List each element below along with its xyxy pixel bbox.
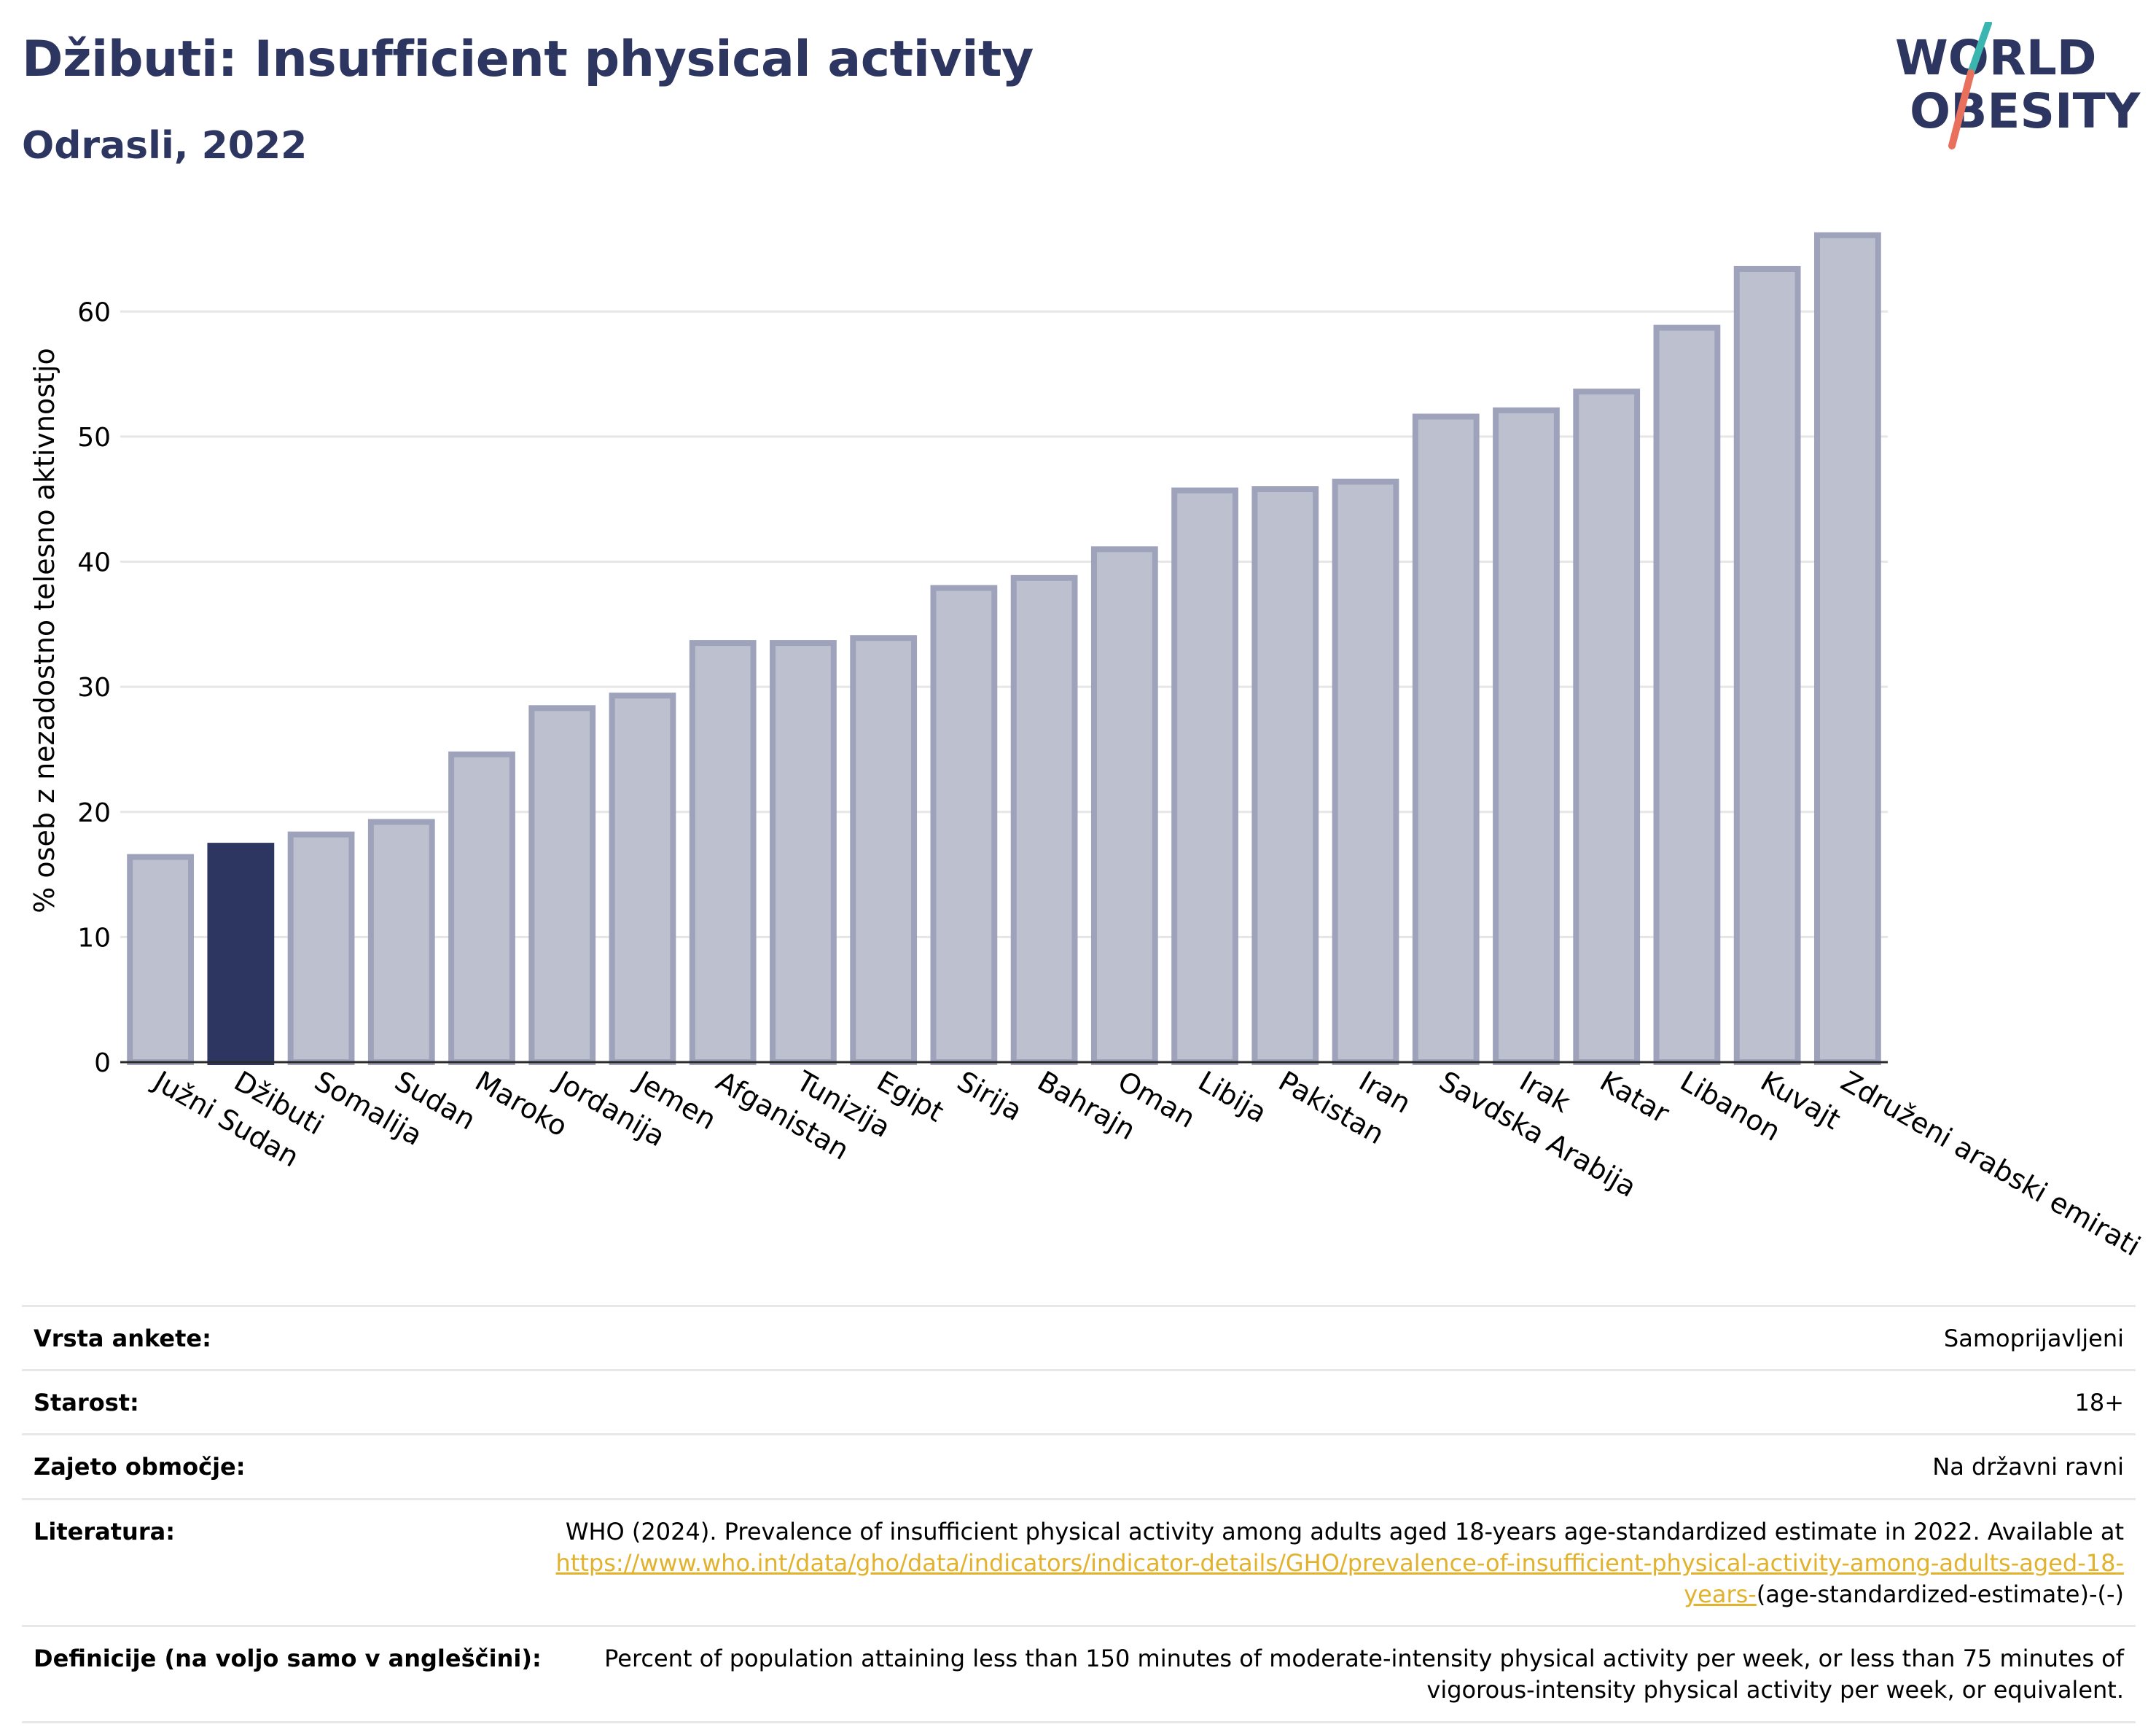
meta-row-definition: Definicije (na voljo samo v angleščini):… xyxy=(22,1625,2136,1723)
bar xyxy=(1573,389,1641,1065)
meta-value: 18+ xyxy=(2074,1389,2124,1417)
bar xyxy=(1171,487,1238,1065)
x-tick-label: Sirija xyxy=(952,1065,1028,1127)
bar xyxy=(1814,232,1881,1066)
y-tick-label: 60 xyxy=(77,297,111,327)
y-tick-label: 0 xyxy=(94,1048,111,1078)
bar xyxy=(1010,574,1078,1065)
bars xyxy=(127,232,1881,1066)
x-axis-tick-labels: Južni SudanDžibutiSomalijaSudanMarokoJor… xyxy=(147,1064,2146,1263)
logo-word-obesity: OBESITY xyxy=(1910,83,2141,139)
x-tick-label: Maroko xyxy=(470,1065,574,1143)
bar xyxy=(367,819,435,1066)
meta-value: Samoprijavljeni xyxy=(1943,1325,2124,1352)
logo-word-world: WORLD xyxy=(1895,30,2097,86)
y-tick-label: 10 xyxy=(77,923,111,953)
bar xyxy=(930,585,998,1065)
y-axis-title: % oseb z nezadostno telesno aktivnostjo xyxy=(28,348,60,913)
meta-value: Percent of population attaining less tha… xyxy=(604,1645,2124,1704)
meta-row-reference: Literatura: WHO (2024). Prevalence of in… xyxy=(22,1497,2136,1626)
world-obesity-logo: WORLD OBESITY xyxy=(1895,22,2141,149)
bar xyxy=(1412,413,1480,1065)
y-tick-label: 50 xyxy=(77,423,111,453)
meta-label: Zajeto območje: xyxy=(34,1453,246,1481)
y-tick-label: 30 xyxy=(77,673,111,703)
meta-row-survey-type: Vrsta ankete: Samoprijavljeni xyxy=(22,1305,2136,1369)
y-tick-label: 20 xyxy=(77,798,111,828)
meta-label: Starost: xyxy=(34,1389,139,1417)
bar xyxy=(287,831,355,1065)
y-axis-ticks: 0 10 20 30 40 50 60 xyxy=(77,297,111,1078)
metadata-table: Vrsta ankete: Samoprijavljeni Starost: 1… xyxy=(22,1305,2136,1723)
meta-label: Vrsta ankete: xyxy=(34,1325,211,1352)
bar xyxy=(528,705,596,1066)
bar xyxy=(689,640,757,1065)
meta-label: Definicije (na voljo samo v angleščini): xyxy=(34,1645,542,1673)
meta-row-coverage: Zajeto območje: Na državni ravni xyxy=(22,1433,2136,1497)
bar xyxy=(448,751,515,1065)
bar xyxy=(1653,324,1721,1065)
y-tick-label: 40 xyxy=(77,548,111,578)
x-tick-label: Združeni arabski emirati xyxy=(1835,1065,2146,1263)
bar xyxy=(770,640,837,1065)
logo-slash-bottom xyxy=(1948,69,1975,149)
meta-label: Literatura: xyxy=(34,1517,175,1545)
bar xyxy=(1251,486,1319,1065)
x-tick-label: Libija xyxy=(1193,1065,1273,1129)
bar xyxy=(609,693,676,1065)
chart-subtitle: Odrasli, 2022 xyxy=(22,124,308,168)
x-tick-label: Katar xyxy=(1595,1065,1675,1130)
meta-value: Na državni ravni xyxy=(1932,1453,2124,1481)
bar xyxy=(1733,265,1801,1066)
bar-chart: 0 10 20 30 40 50 60 Južni SudanDžibutiSomalija… xyxy=(28,232,2146,1263)
reference-suffix: (age-standardized-estimate)-(-) xyxy=(1756,1580,2124,1608)
bar-highlighted xyxy=(207,843,275,1065)
meta-value: WHO (2024). Prevalence of insufficient p… xyxy=(520,1516,2124,1611)
bar xyxy=(1090,546,1158,1065)
bar xyxy=(127,854,195,1066)
meta-row-age: Starost: 18+ xyxy=(22,1369,2136,1433)
logo-slash-top xyxy=(1967,22,1992,77)
bar xyxy=(1332,478,1399,1065)
bar xyxy=(1493,407,1560,1065)
bar xyxy=(850,635,918,1065)
chart-title: Džibuti: Insufficient physical activity xyxy=(22,31,1034,88)
reference-text: WHO (2024). Prevalence of insufficient p… xyxy=(565,1517,2124,1545)
reference-link[interactable]: https://www.who.int/data/gho/data/indica… xyxy=(555,1548,2124,1608)
